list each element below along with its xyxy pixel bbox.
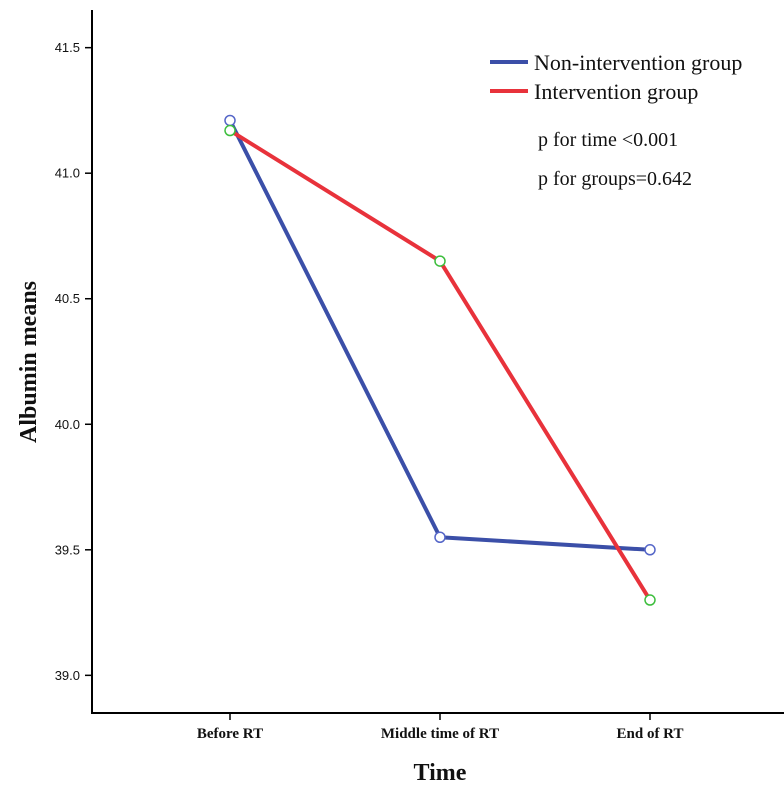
annotation-p-time: p for time <0.001 [538,129,678,151]
legend-label-intervention: Intervention group [534,79,698,104]
data-point-marker [644,544,656,556]
data-point-marker [434,531,446,543]
x-tick-label: Before RT [197,726,263,742]
y-tick-label: 39.5 [55,542,80,557]
y-tick-label: 41.5 [55,40,80,55]
data-point-marker [224,114,236,127]
y-ticks: 39.0 39.5 40.0 40.5 41.0 41.5 [55,40,92,683]
data-point-marker [434,255,446,267]
x-axis-title: Time [414,760,467,786]
data-point-marker [224,124,236,137]
annotation-p-groups: p for groups=0.642 [538,168,692,190]
series-layer [228,119,652,602]
series-line-intervention [228,128,652,602]
y-tick-label: 40.0 [55,417,80,432]
x-tick-label: Middle time of RT [381,726,499,742]
axes [91,10,784,714]
stats-annotations: p for time <0.001 p for groups=0.642 [538,129,692,190]
y-tick-label: 41.0 [55,166,80,181]
data-point-marker [644,594,656,606]
legend-label-non-intervention: Non-intervention group [534,50,742,75]
y-tick-label: 39.0 [55,668,80,683]
x-ticks: Before RT Middle time of RT End of RT [197,713,684,742]
y-tick-label: 40.5 [55,291,80,306]
x-tick-label: End of RT [617,726,684,742]
legend: Non-intervention group Intervention grou… [490,50,742,104]
y-axis-title: Albumin means [16,281,42,443]
marker-layer [224,114,656,606]
